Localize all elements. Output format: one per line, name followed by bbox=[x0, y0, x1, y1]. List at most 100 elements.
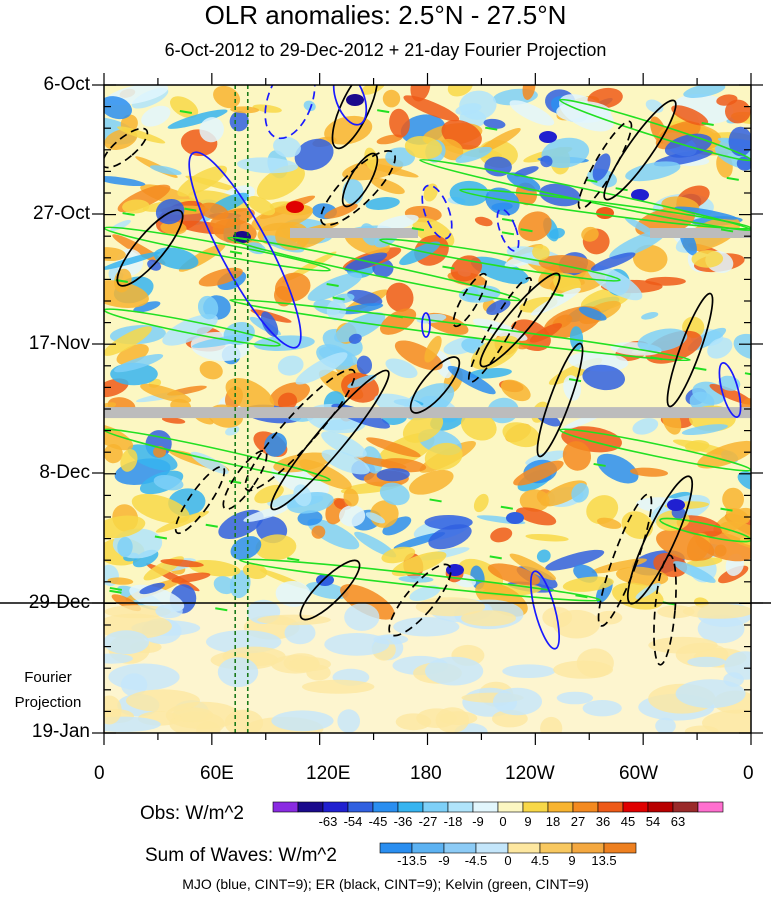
chart-title: OLR anomalies: 2.5°N - 27.5°N bbox=[204, 0, 567, 30]
obs-anomaly-cell bbox=[484, 156, 512, 177]
obs-anomaly-cell bbox=[366, 437, 421, 458]
y-tick-8-dec: 8-Dec bbox=[39, 462, 90, 483]
obs-colorbar-label: 18 bbox=[545, 814, 561, 829]
kelvin-contour-segment bbox=[332, 296, 345, 301]
projection-anomaly-cell bbox=[461, 610, 516, 627]
obs-anomaly-cell bbox=[153, 474, 184, 491]
waves-colorbar-label: 0 bbox=[504, 853, 512, 868]
obs-anomaly-cell bbox=[509, 100, 555, 126]
er-contour bbox=[341, 152, 379, 208]
obs-anomaly-cell bbox=[104, 96, 132, 120]
projection-anomaly-cell bbox=[284, 621, 316, 645]
er-contour bbox=[467, 276, 533, 384]
obs-anomaly-cell bbox=[104, 175, 146, 187]
mjo-contour bbox=[421, 184, 453, 240]
obs-anomaly-cell bbox=[549, 228, 565, 239]
obs-anomaly-cell bbox=[386, 282, 414, 312]
obs-anomaly-cell bbox=[112, 234, 166, 265]
obs-anomaly-cell bbox=[737, 471, 751, 491]
obs-anomaly-cell bbox=[338, 303, 384, 315]
kelvin-contour-segment bbox=[568, 378, 582, 383]
obs-anomaly-cell bbox=[460, 411, 497, 441]
kelvin-contour bbox=[227, 236, 521, 302]
chart-subtitle: 6-Oct-2012 to 29-Dec-2012 + 21-day Fouri… bbox=[164, 40, 607, 60]
obs-anomaly-cell bbox=[131, 493, 190, 524]
obs-anomaly-core bbox=[346, 94, 364, 106]
waves-colorbar-label: 13.5 bbox=[591, 853, 617, 868]
er-contour bbox=[299, 559, 361, 621]
obs-anomaly-cell bbox=[382, 516, 412, 536]
obs-anomaly-cell bbox=[641, 312, 659, 320]
x-tick-0-end: 0 bbox=[743, 763, 754, 784]
kelvin-contour bbox=[459, 188, 751, 230]
projection-anomaly-cell bbox=[288, 657, 331, 672]
missing-data-band bbox=[650, 228, 751, 238]
er-contour bbox=[666, 292, 714, 408]
obs-colorbar-cell bbox=[447, 801, 474, 813]
obs-anomaly-cell bbox=[167, 109, 228, 129]
obs-anomaly-cell bbox=[230, 106, 260, 114]
obs-colorbar-cell bbox=[647, 801, 674, 813]
projection-anomaly-cell bbox=[217, 657, 259, 688]
obs-colorbar-cell bbox=[697, 801, 724, 813]
waves-colorbar-cell bbox=[379, 842, 413, 854]
obs-anomaly-cell bbox=[273, 136, 301, 158]
obs-anomaly-cell bbox=[122, 199, 150, 214]
obs-anomaly-cell bbox=[339, 505, 366, 527]
projection-anomaly-cell bbox=[682, 603, 751, 619]
obs-colorbar-label: 0 bbox=[499, 814, 507, 829]
kelvin-contour-segment bbox=[109, 589, 122, 594]
waves-colorbar-title: Sum of Waves: W/m^2 bbox=[145, 845, 337, 866]
obs-anomaly-cell bbox=[275, 580, 311, 607]
er-contour bbox=[244, 368, 356, 492]
obs-anomaly-cell bbox=[104, 402, 117, 411]
kelvin-contour-segment bbox=[593, 462, 606, 467]
obs-colorbar-label: -18 bbox=[443, 814, 463, 829]
obs-anomaly-cell bbox=[199, 117, 224, 143]
obs-anomaly-cell bbox=[515, 507, 557, 526]
projection-anomaly-cell bbox=[415, 597, 486, 617]
y-tick-6-oct: 6-Oct bbox=[43, 74, 90, 95]
obs-anomaly-cell bbox=[513, 166, 539, 177]
projection-anomaly-cell bbox=[271, 710, 334, 732]
obs-anomaly-cell bbox=[683, 85, 726, 98]
obs-anomaly-cell bbox=[591, 558, 648, 574]
kelvin-contour-segment bbox=[585, 178, 598, 183]
obs-anomaly-cell bbox=[380, 308, 417, 335]
kelvin-contour-segment bbox=[179, 109, 193, 114]
obs-anomaly-cell bbox=[404, 136, 443, 159]
obs-anomaly-cell bbox=[347, 374, 377, 389]
obs-anomaly-cell bbox=[356, 355, 373, 375]
obs-anomaly-cell bbox=[629, 467, 669, 477]
obs-colorbar-label: 54 bbox=[645, 814, 661, 829]
projection-anomaly-cell bbox=[344, 603, 380, 631]
kelvin-contour bbox=[239, 558, 601, 602]
projection-anomaly-cell bbox=[108, 663, 180, 691]
obs-anomaly-core bbox=[596, 207, 614, 219]
obs-anomaly-cell bbox=[385, 147, 415, 167]
obs-anomaly-cell bbox=[256, 164, 305, 200]
obs-anomaly-cell bbox=[198, 267, 243, 287]
projection-anomaly-cell bbox=[657, 605, 695, 619]
obs-anomaly-cell bbox=[655, 120, 701, 150]
projection-anomaly-cell bbox=[540, 716, 563, 733]
obs-anomaly-cell bbox=[162, 314, 218, 346]
obs-anomaly-cell bbox=[213, 576, 236, 595]
projection-anomaly-cell bbox=[655, 717, 676, 733]
obs-colorbar-cell bbox=[297, 801, 324, 813]
er-contour bbox=[452, 272, 488, 328]
obs-anomaly-cell bbox=[645, 276, 686, 286]
obs-anomaly-cell bbox=[376, 468, 410, 482]
obs-anomaly-cell bbox=[104, 280, 149, 309]
obs-anomaly-cell bbox=[354, 531, 397, 558]
obs-anomaly-cell bbox=[141, 105, 171, 127]
er-contour bbox=[331, 85, 379, 150]
projection-anomaly-cell bbox=[172, 707, 214, 723]
waves-colorbar-cell bbox=[507, 842, 541, 854]
kelvin-contour-segment bbox=[429, 498, 442, 503]
obs-anomaly-cell bbox=[140, 383, 192, 403]
obs-anomaly-cell bbox=[114, 353, 164, 373]
obs-anomaly-cell bbox=[635, 583, 661, 599]
projection-anomaly-cell bbox=[302, 679, 375, 694]
obs-anomaly-cell bbox=[470, 335, 520, 370]
